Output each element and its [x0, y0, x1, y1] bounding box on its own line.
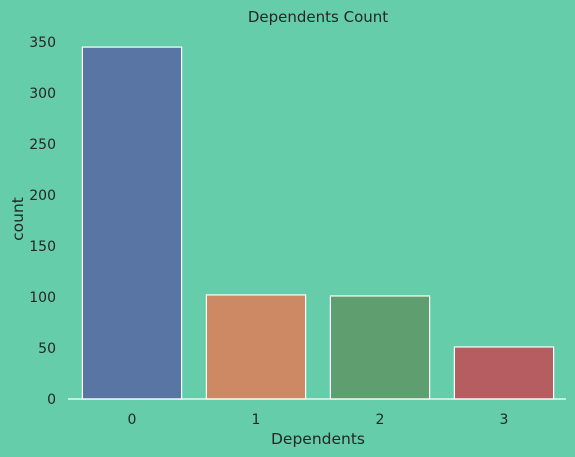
- y-tick-label: 350: [29, 35, 56, 51]
- x-tick-label: 0: [128, 412, 137, 428]
- bar-2: [329, 295, 431, 400]
- bar-0: [81, 46, 183, 400]
- y-axis: 0 50 100 150 200 250 300 350: [29, 35, 56, 408]
- x-axis: 0 1 2 3: [128, 412, 509, 428]
- y-tick-label: 150: [29, 239, 56, 255]
- x-tick-label: 3: [500, 412, 509, 428]
- y-tick-label: 0: [47, 392, 56, 408]
- bar-3: [453, 346, 555, 400]
- bar-1: [205, 294, 307, 400]
- y-tick-label: 200: [29, 188, 56, 204]
- bars-group: [81, 46, 555, 400]
- x-tick-label: 2: [376, 412, 385, 428]
- y-tick-label: 100: [29, 290, 56, 306]
- y-tick-label: 50: [38, 341, 56, 357]
- x-tick-label: 1: [252, 412, 261, 428]
- y-axis-label: count: [9, 197, 27, 241]
- y-tick-label: 250: [29, 137, 56, 153]
- chart-title: Dependents Count: [248, 8, 388, 26]
- x-axis-label: Dependents: [271, 430, 365, 448]
- y-tick-label: 300: [29, 86, 56, 102]
